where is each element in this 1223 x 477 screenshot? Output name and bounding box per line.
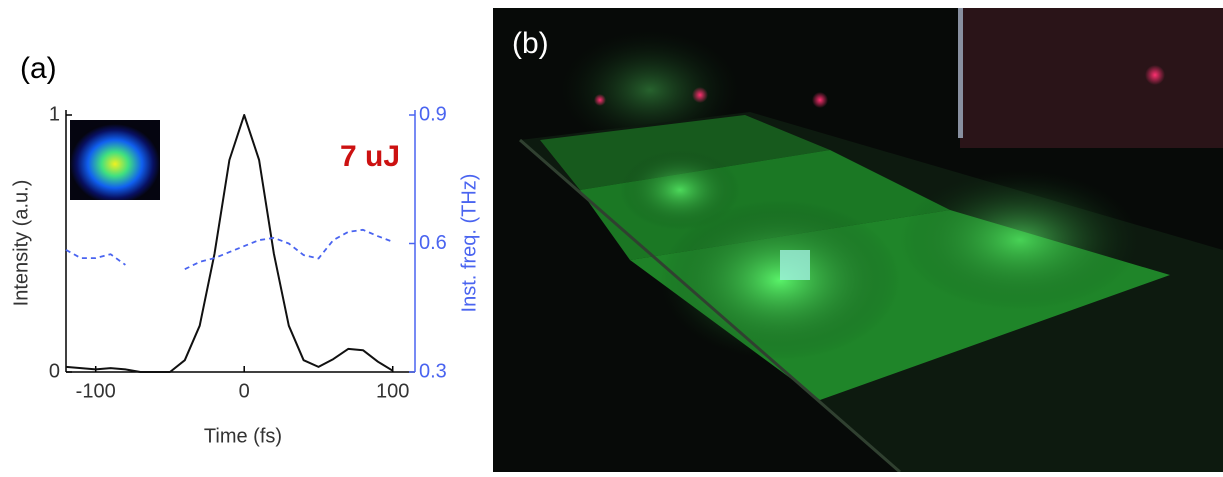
- y-tick-label: 0: [49, 360, 60, 382]
- series-line: [66, 230, 393, 269]
- x-tick-label: -100: [76, 380, 116, 402]
- y2-tick-label: 0.9: [419, 103, 447, 125]
- figure: (b) (a) Time (fs) Intensity (a.u.) Inst.…: [0, 0, 1223, 472]
- panel-label: (b): [512, 27, 549, 60]
- y-tick-label: 1: [49, 103, 60, 125]
- y-axis-label: Intensity (a.u.): [10, 180, 32, 307]
- x-tick-label: 100: [376, 380, 409, 402]
- panel-label: (a): [20, 52, 57, 85]
- annotation: 7 uJ: [340, 140, 400, 173]
- chart: (a) Time (fs) Intensity (a.u.) Inst. fre…: [10, 52, 480, 447]
- beam-profile-inset: [70, 120, 160, 200]
- x-tick-label: 0: [239, 380, 250, 402]
- y2-tick-label: 0.6: [419, 232, 447, 254]
- y2-tick-label: 0.3: [419, 360, 447, 382]
- x-axis-label: Time (fs): [204, 425, 282, 447]
- y2-axis-label: Inst. freq. (THz): [458, 174, 480, 313]
- photo: (b): [493, 8, 1223, 472]
